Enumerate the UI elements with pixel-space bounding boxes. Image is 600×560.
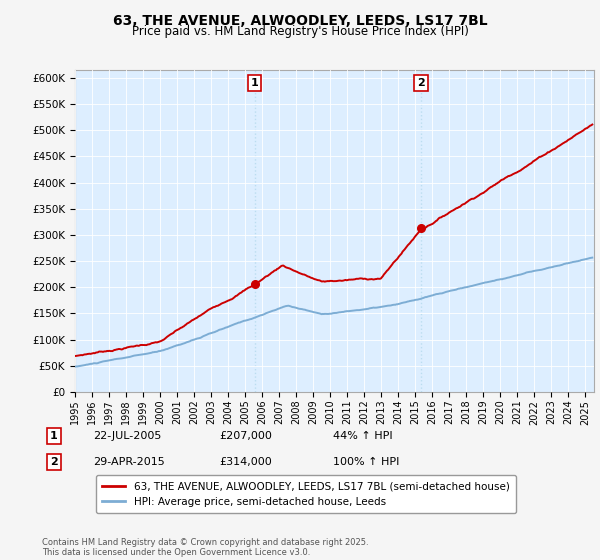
Text: 22-JUL-2005: 22-JUL-2005 xyxy=(93,431,161,441)
Legend: 63, THE AVENUE, ALWOODLEY, LEEDS, LS17 7BL (semi-detached house), HPI: Average p: 63, THE AVENUE, ALWOODLEY, LEEDS, LS17 7… xyxy=(96,475,516,513)
Text: £207,000: £207,000 xyxy=(219,431,272,441)
Text: Price paid vs. HM Land Registry's House Price Index (HPI): Price paid vs. HM Land Registry's House … xyxy=(131,25,469,38)
Text: 1: 1 xyxy=(50,431,58,441)
Text: 2: 2 xyxy=(417,78,425,88)
Text: 29-APR-2015: 29-APR-2015 xyxy=(93,457,165,467)
Text: Contains HM Land Registry data © Crown copyright and database right 2025.
This d: Contains HM Land Registry data © Crown c… xyxy=(42,538,368,557)
Text: 63, THE AVENUE, ALWOODLEY, LEEDS, LS17 7BL: 63, THE AVENUE, ALWOODLEY, LEEDS, LS17 7… xyxy=(113,14,487,28)
Text: 2: 2 xyxy=(50,457,58,467)
Text: £314,000: £314,000 xyxy=(219,457,272,467)
Text: 44% ↑ HPI: 44% ↑ HPI xyxy=(333,431,392,441)
Text: 100% ↑ HPI: 100% ↑ HPI xyxy=(333,457,400,467)
Text: 1: 1 xyxy=(251,78,259,88)
